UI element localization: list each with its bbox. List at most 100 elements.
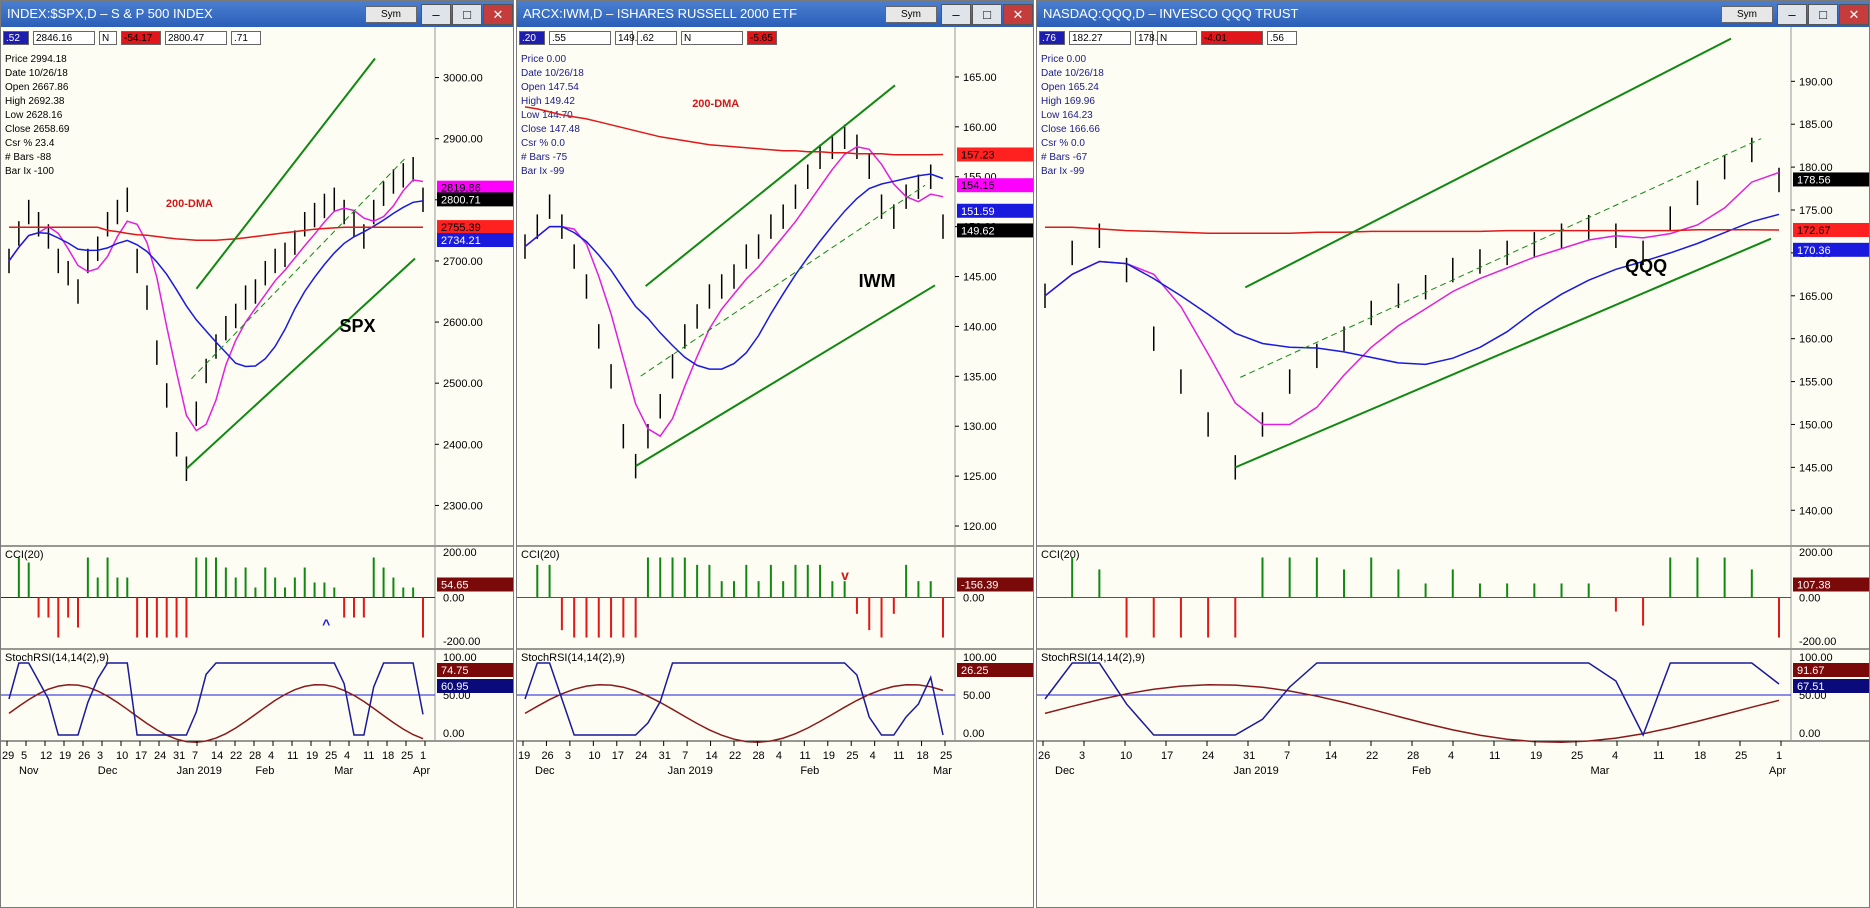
sym-button[interactable]: Sym <box>1721 6 1773 23</box>
price-tag-box <box>957 178 1033 193</box>
price-tag-box <box>437 192 513 207</box>
minimize-button[interactable]: – <box>421 4 451 25</box>
stochrsi-tag-label: 26.25 <box>961 665 989 677</box>
cci-tag-box <box>437 577 513 592</box>
close-button[interactable]: ✕ <box>1839 4 1869 25</box>
price-tag-box <box>1793 242 1869 257</box>
dma-annotation: 200-DMA <box>166 198 213 210</box>
trend-channel-upper <box>645 84 896 287</box>
price-tick-label: 145.00 <box>963 272 997 284</box>
bar-info-row: # Bars -75 <box>521 152 568 163</box>
quote-cell: 182.27 <box>1069 31 1131 45</box>
bar-info-row: Csr % 23.4 <box>5 138 55 149</box>
bar-info-row: Bar Ix -99 <box>521 166 565 177</box>
x-month-label: Jan 2019 <box>668 765 713 777</box>
x-tick-label: 17 <box>1161 750 1173 762</box>
quote-cell: .55 <box>549 31 611 45</box>
x-tick-label: 31 <box>173 750 185 762</box>
price-tick-label: 2600.00 <box>443 317 483 329</box>
cci-tag-label: -156.39 <box>961 580 998 592</box>
cci-label: CCI(20) <box>521 549 560 561</box>
bar-info-row: Close 2658.69 <box>5 124 70 135</box>
x-tick-label: 22 <box>729 750 741 762</box>
cci-label: CCI(20) <box>1041 549 1080 561</box>
window-title-bar[interactable]: NASDAQ:QQQ,D – INVESCO QQQ TRUSTSymInv–□… <box>1037 1 1869 27</box>
price-tick-label: 130.00 <box>963 421 997 433</box>
ma-fast-line <box>8 179 424 432</box>
x-tick-label: 10 <box>1120 750 1132 762</box>
x-month-label: Feb <box>1412 765 1431 777</box>
chart-window-qqq[interactable]: NASDAQ:QQQ,D – INVESCO QQQ TRUSTSymInv–□… <box>1036 0 1870 908</box>
price-tick-label: 2400.00 <box>443 439 483 451</box>
chart-svg: 190.00185.00180.00175.00170.00165.00160.… <box>1037 27 1869 777</box>
ma-fast-line <box>524 146 944 438</box>
price-tag-box <box>957 147 1033 162</box>
close-button[interactable]: ✕ <box>1003 4 1033 25</box>
maximize-button[interactable]: □ <box>972 4 1002 25</box>
dma-200-line <box>1045 226 1780 234</box>
price-tag-box <box>1793 172 1869 187</box>
x-tick-label: 26 <box>78 750 90 762</box>
bar-info-row: Price 0.00 <box>1041 54 1087 65</box>
chart-window-spx[interactable]: INDEX:$SPX,D – S & P 500 INDEXSymInv–□✕.… <box>0 0 514 908</box>
price-tick-label: 175.00 <box>1799 205 1833 217</box>
minimize-button[interactable]: – <box>1777 4 1807 25</box>
stochrsi-tag-label: 60.95 <box>441 681 469 693</box>
x-month-label: Nov <box>19 765 39 777</box>
price-tick-label: 2700.00 <box>443 256 483 268</box>
quote-cell: 149.57 <box>615 31 649 45</box>
x-tick-label: 18 <box>382 750 394 762</box>
x-month-label: Feb <box>800 765 819 777</box>
maximize-button[interactable]: □ <box>452 4 482 25</box>
x-tick-label: 25 <box>940 750 952 762</box>
window-title-bar[interactable]: ARCX:IWM,D – ISHARES RUSSELL 2000 ETF Sym… <box>517 1 1033 27</box>
chart-window-iwm[interactable]: ARCX:IWM,D – ISHARES RUSSELL 2000 ETF Sym… <box>516 0 1034 908</box>
x-tick-label: 19 <box>518 750 530 762</box>
x-tick-label: 7 <box>682 750 688 762</box>
x-tick-label: 4 <box>1448 750 1454 762</box>
x-month-label: Apr <box>413 765 430 777</box>
chart-svg: 165.00160.00155.00150.00145.00140.00135.… <box>517 27 1033 777</box>
x-month-label: Feb <box>255 765 274 777</box>
trend-channel-upper <box>195 57 376 290</box>
x-month-label: Mar <box>1591 765 1610 777</box>
x-tick-label: 3 <box>97 750 103 762</box>
x-tick-label: 1 <box>420 750 426 762</box>
x-tick-label: 7 <box>1284 750 1290 762</box>
x-tick-label: 24 <box>1202 750 1214 762</box>
x-tick-label: 31 <box>659 750 671 762</box>
x-tick-label: 12 <box>40 750 52 762</box>
x-tick-label: 25 <box>325 750 337 762</box>
stochrsi-tag-label: 91.67 <box>1797 665 1825 677</box>
price-tag-box <box>437 180 513 195</box>
quote-cell: N <box>681 31 743 45</box>
price-tick-label: 145.00 <box>1799 462 1833 474</box>
price-tag-box <box>957 203 1033 218</box>
close-button[interactable]: ✕ <box>483 4 513 25</box>
x-month-label: Mar <box>334 765 353 777</box>
price-tag-box <box>957 223 1033 238</box>
price-tag-label: 2755.39 <box>441 222 481 234</box>
x-tick-label: 4 <box>870 750 876 762</box>
price-tag-label: 2819.86 <box>441 183 481 195</box>
bar-info-row: Date 10/26/18 <box>521 68 584 79</box>
x-tick-label: 14 <box>706 750 718 762</box>
trend-channel-mid <box>1240 138 1762 378</box>
x-tick-label: 11 <box>363 750 374 762</box>
dma-annotation: 200-DMA <box>692 98 739 110</box>
quote-strip: .52 2846.16 N -54.17 2800.47 .71 <box>3 31 427 47</box>
minimize-button[interactable]: – <box>941 4 971 25</box>
stochrsi-tag-box <box>1793 679 1869 693</box>
price-tag-label: 172.67 <box>1797 225 1831 237</box>
sym-button[interactable]: Sym <box>885 6 937 23</box>
bar-info-panel: Price 0.00 Date 10/26/18 Open 147.54 High 1… <box>521 53 584 179</box>
x-tick-label: 19 <box>306 750 318 762</box>
sym-button[interactable]: Sym <box>365 6 417 23</box>
maximize-button[interactable]: □ <box>1808 4 1838 25</box>
trend-channel-lower <box>1234 237 1772 469</box>
window-title-bar[interactable]: INDEX:$SPX,D – S & P 500 INDEXSymInv–□✕ <box>1 1 513 27</box>
price-tag-label: 178.56 <box>1797 174 1831 186</box>
stochrsi-tag-label: 74.75 <box>441 665 469 677</box>
x-tick-label: 14 <box>211 750 223 762</box>
x-tick-label: 26 <box>1038 750 1050 762</box>
